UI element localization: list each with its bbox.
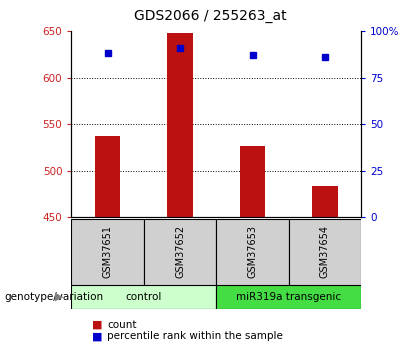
Text: ▶: ▶ <box>55 292 63 302</box>
Text: GSM37652: GSM37652 <box>175 225 185 278</box>
Bar <box>71 219 144 285</box>
Text: GDS2066 / 255263_at: GDS2066 / 255263_at <box>134 9 286 23</box>
Text: ■: ■ <box>92 320 103 330</box>
Bar <box>144 219 216 285</box>
Text: genotype/variation: genotype/variation <box>4 292 103 302</box>
Bar <box>312 186 338 217</box>
Text: miR319a transgenic: miR319a transgenic <box>236 292 341 302</box>
Text: ■: ■ <box>92 332 103 341</box>
Bar <box>95 136 120 217</box>
Bar <box>216 219 289 285</box>
Bar <box>216 285 361 309</box>
Bar <box>168 33 193 217</box>
Bar <box>289 219 361 285</box>
Text: control: control <box>126 292 162 302</box>
Text: GSM37654: GSM37654 <box>320 225 330 278</box>
Text: count: count <box>107 320 136 330</box>
Text: GSM37651: GSM37651 <box>102 225 113 278</box>
Text: GSM37653: GSM37653 <box>247 225 257 278</box>
Bar <box>240 146 265 217</box>
Text: percentile rank within the sample: percentile rank within the sample <box>107 332 283 341</box>
Bar <box>71 285 216 309</box>
